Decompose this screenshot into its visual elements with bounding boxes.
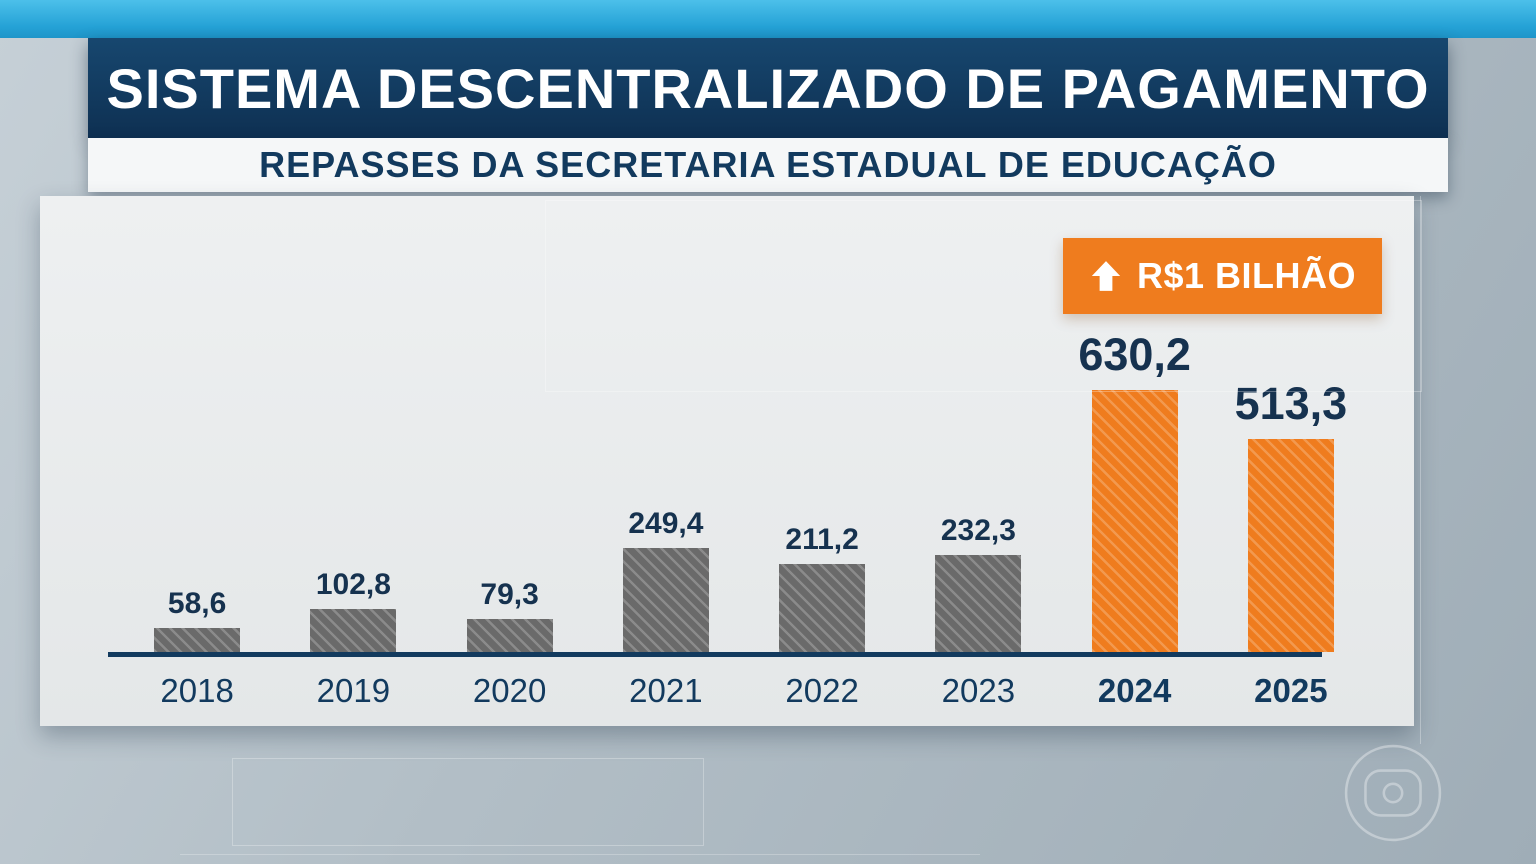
bar-column-2024: 630,2 [1057,329,1213,652]
bar-column-2025: 513,3 [1213,378,1369,652]
value-label: 79,3 [480,578,539,611]
bar-column-2023: 232,3 [900,514,1056,652]
year-label: 2024 [1097,672,1172,709]
bar [310,609,397,652]
value-label: 58,6 [167,587,227,620]
year-label: 2020 [472,672,547,709]
value-label: 232,3 [940,514,1016,547]
bar-column-2021: 249,4 [588,507,744,652]
value-label: 102,8 [315,568,391,601]
x-axis-line [108,652,1322,657]
x-axis-labels: 2018 2019 2020 2021 2022 2023 2024 2025 [119,672,1369,710]
page-title: SISTEMA DESCENTRALIZADO DE PAGAMENTO [106,56,1430,120]
subtitle-band: REPASSES DA SECRETARIA ESTADUAL DE EDUCA… [88,138,1448,192]
bar [154,628,241,652]
value-label: 211,2 [785,523,859,556]
badge-label: R$1 BILHÃO [1137,255,1357,296]
value-label: 513,3 [1234,378,1348,429]
year-label: 2018 [160,672,234,709]
bar [622,548,709,652]
bar [1247,439,1334,652]
year-label: 2025 [1254,672,1328,709]
value-label: 630,2 [1078,329,1191,380]
year-label: 2022 [785,672,859,709]
bar-column-2022: 211,2 [744,523,900,652]
bar-column-2018: 58,6 [119,587,275,652]
bars-row: 58,6 102,8 79,3 249,4 211,2 232,3 630,2 513,3 [119,329,1369,652]
year-label: 2019 [316,672,391,709]
bar [935,555,1022,652]
globo-logo-watermark [1344,744,1442,842]
bar [779,564,866,652]
background-decoration-line [180,854,980,855]
bar [466,619,553,652]
up-arrow-icon [1091,261,1121,291]
bar-column-2019: 102,8 [275,568,431,652]
title-band: SISTEMA DESCENTRALIZADO DE PAGAMENTO [88,38,1448,138]
bar [1091,390,1178,652]
year-label: 2023 [941,672,1016,709]
page-subtitle: REPASSES DA SECRETARIA ESTADUAL DE EDUCA… [259,144,1277,185]
background-decoration-line [1420,196,1421,744]
year-label: 2021 [629,672,703,709]
background-decoration-rect [232,758,704,846]
chart-panel: R$1 BILHÃO 58,6 102,8 79,3 249,4 211,2 232,3 6… [40,196,1414,726]
billion-badge: R$1 BILHÃO [1063,238,1383,314]
top-cyan-strip [0,0,1536,38]
bar-column-2020: 79,3 [432,578,588,652]
value-label: 249,4 [628,507,704,540]
